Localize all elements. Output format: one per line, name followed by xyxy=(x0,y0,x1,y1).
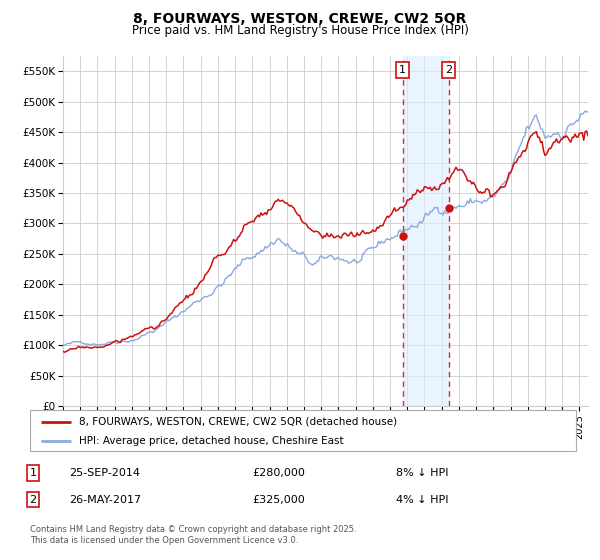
Text: Price paid vs. HM Land Registry's House Price Index (HPI): Price paid vs. HM Land Registry's House … xyxy=(131,24,469,36)
Text: 4% ↓ HPI: 4% ↓ HPI xyxy=(396,494,449,505)
Text: 2: 2 xyxy=(29,494,37,505)
Text: 25-SEP-2014: 25-SEP-2014 xyxy=(69,468,140,478)
Text: Contains HM Land Registry data © Crown copyright and database right 2025.
This d: Contains HM Land Registry data © Crown c… xyxy=(30,525,356,545)
Text: £280,000: £280,000 xyxy=(252,468,305,478)
Bar xyxy=(403,56,449,406)
Text: 2: 2 xyxy=(445,65,452,74)
Text: 1: 1 xyxy=(399,65,406,74)
Text: 8% ↓ HPI: 8% ↓ HPI xyxy=(396,468,449,478)
Text: 8, FOURWAYS, WESTON, CREWE, CW2 5QR: 8, FOURWAYS, WESTON, CREWE, CW2 5QR xyxy=(133,12,467,26)
Text: 8, FOURWAYS, WESTON, CREWE, CW2 5QR (detached house): 8, FOURWAYS, WESTON, CREWE, CW2 5QR (det… xyxy=(79,417,397,427)
Text: 1: 1 xyxy=(29,468,37,478)
FancyBboxPatch shape xyxy=(30,410,576,451)
Text: £325,000: £325,000 xyxy=(252,494,305,505)
Text: 26-MAY-2017: 26-MAY-2017 xyxy=(69,494,141,505)
Text: HPI: Average price, detached house, Cheshire East: HPI: Average price, detached house, Ches… xyxy=(79,436,344,446)
